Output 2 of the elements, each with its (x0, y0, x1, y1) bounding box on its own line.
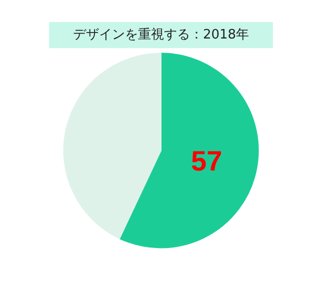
data-label: 57 (190, 146, 222, 177)
chart-title: デザインを重視する：2018年 (72, 28, 250, 43)
